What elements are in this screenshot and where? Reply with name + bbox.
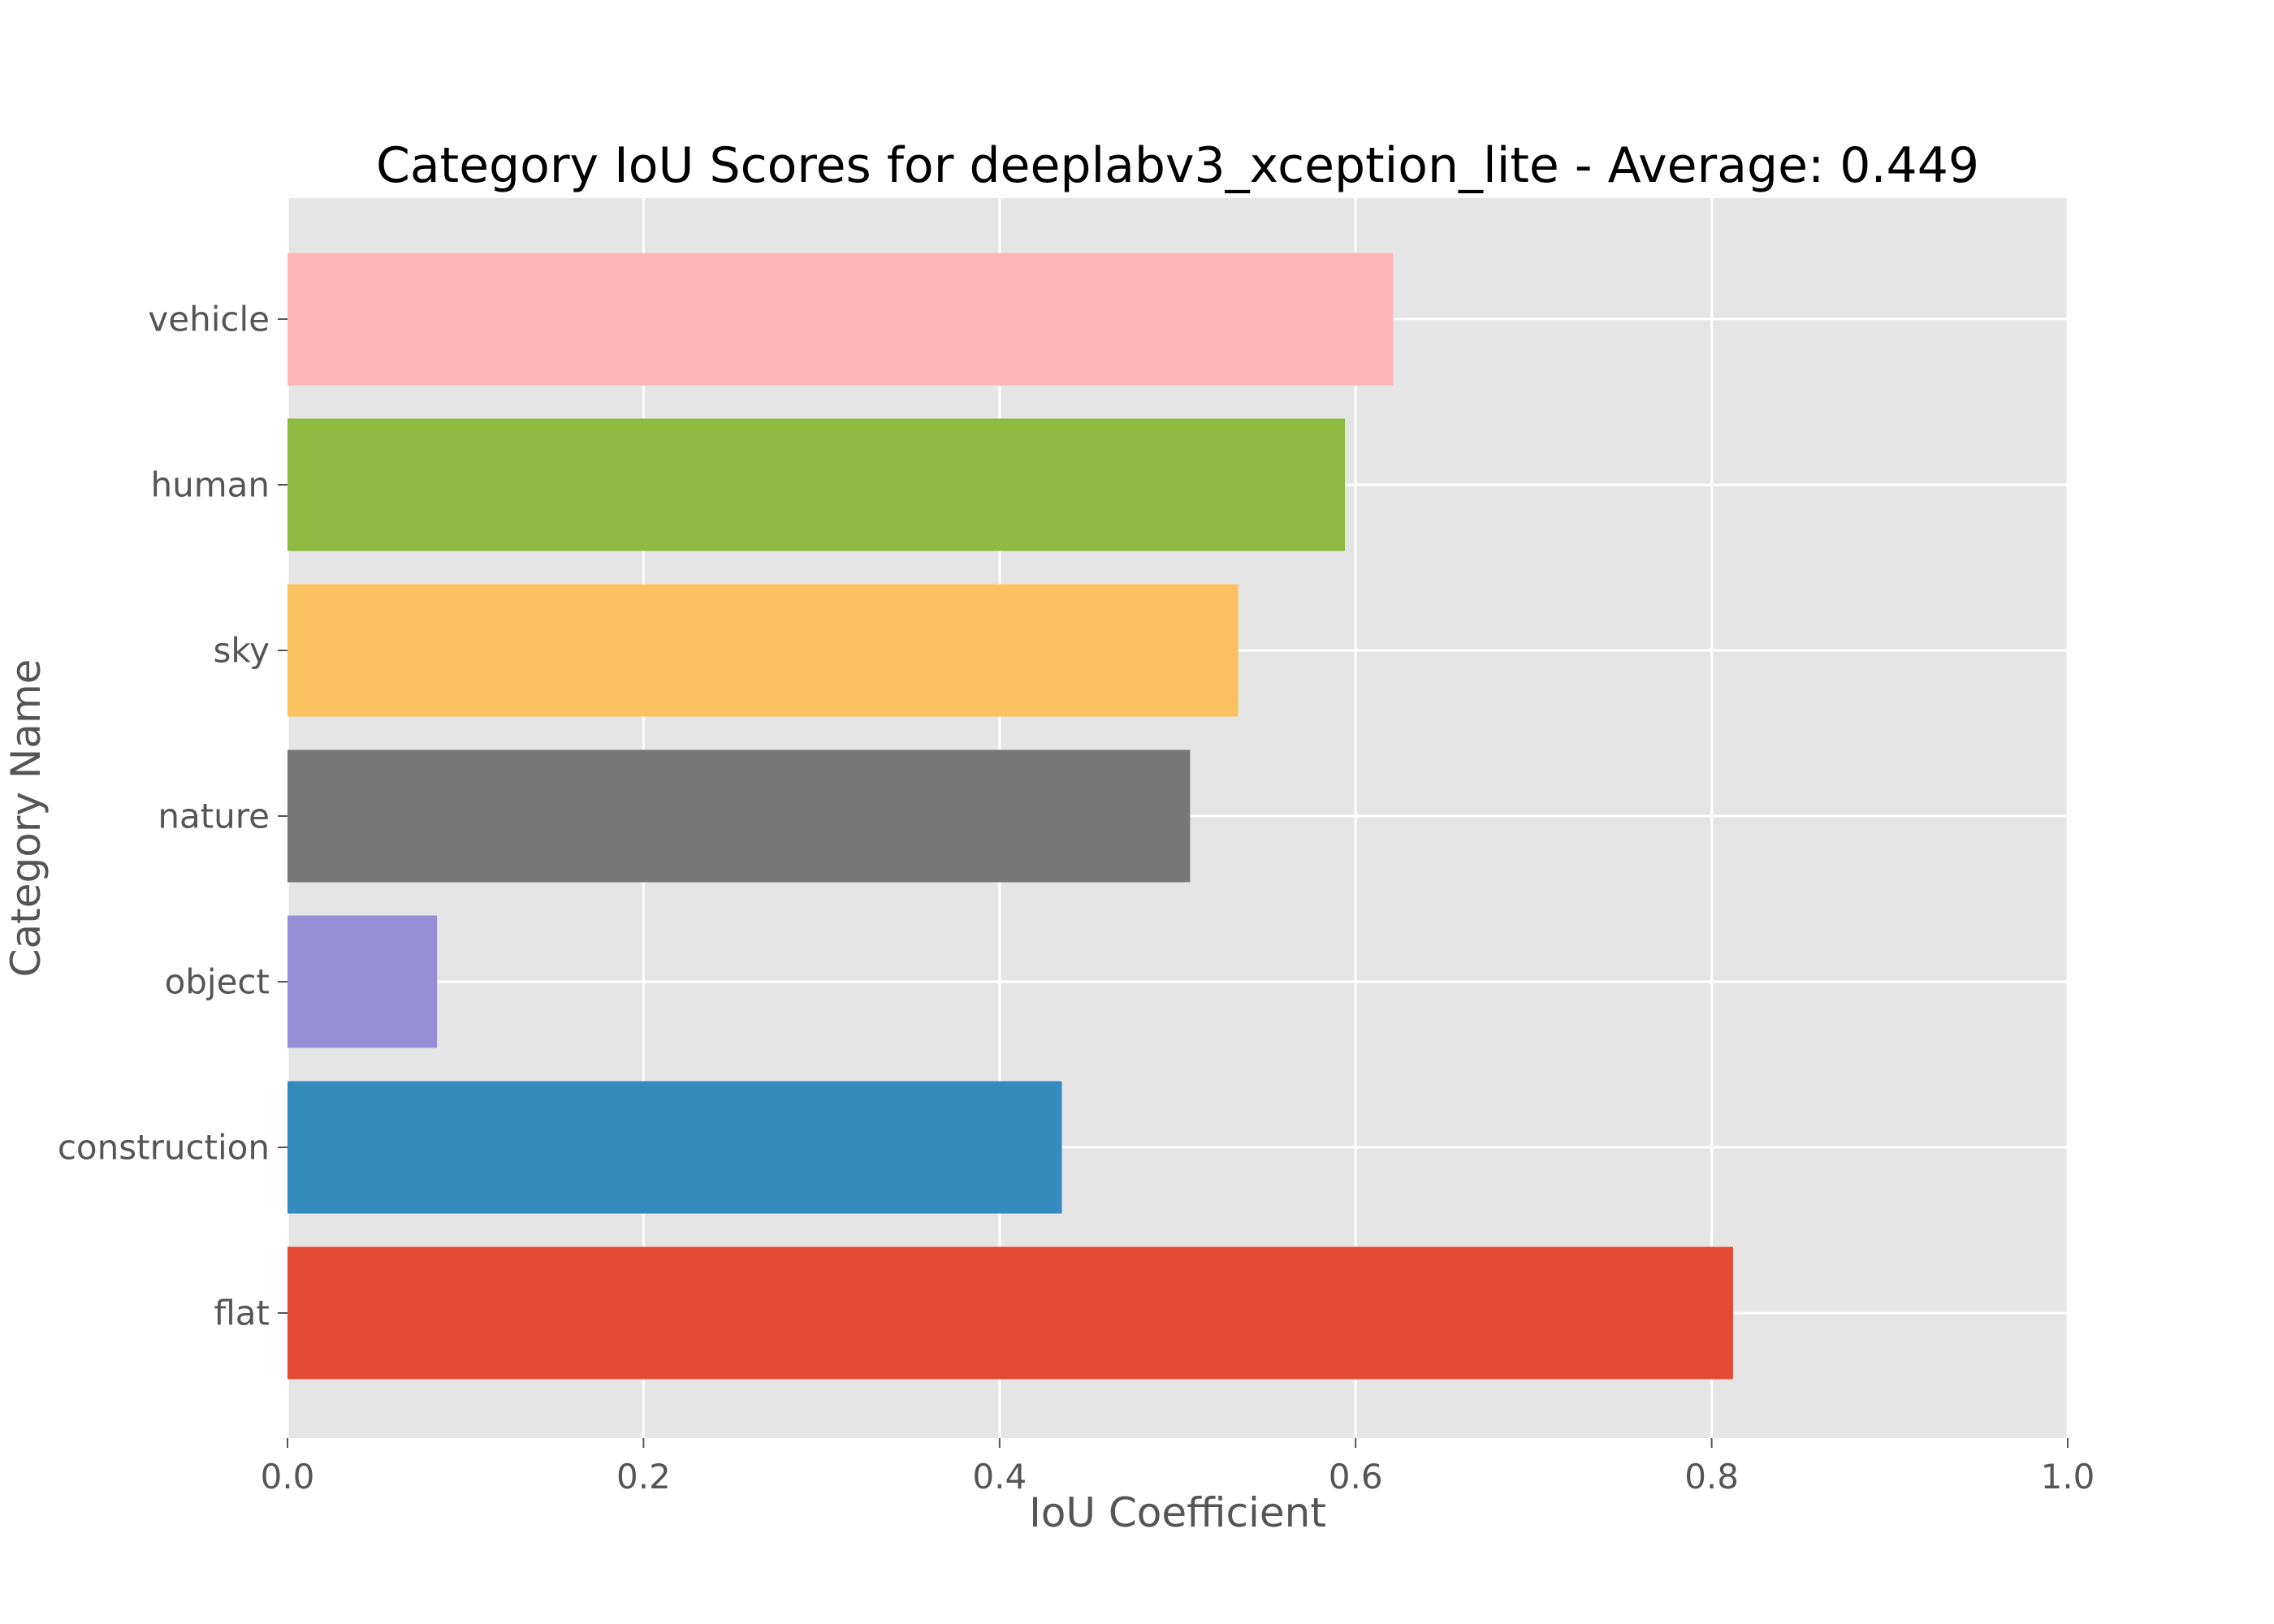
x-axis-ticks: 0.0 0.2 0.4 0.6 0.8 1.0 (261, 1438, 2095, 1497)
y-tick-label-object: object (165, 962, 270, 1002)
bars (287, 253, 1733, 1380)
bar-object (287, 915, 438, 1048)
bar-flat (287, 1246, 1733, 1380)
y-tick-label-flat: flat (214, 1294, 270, 1333)
bar-construction (287, 1081, 1062, 1214)
x-tick-label: 0.0 (261, 1457, 315, 1497)
x-tick-label: 1.0 (2041, 1457, 2095, 1497)
y-tick-label-vehicle: vehicle (148, 300, 270, 339)
y-axis-ticks: flat construction object nature sky human vehi… (58, 300, 287, 1333)
x-tick-label: 0.4 (972, 1457, 1027, 1497)
y-tick-label-sky: sky (213, 631, 270, 671)
bar-human (287, 418, 1346, 551)
y-tick-label-nature: nature (158, 797, 270, 836)
x-tick-label: 0.2 (616, 1457, 671, 1497)
chart-title: Category IoU Scores for deeplabv3_xcepti… (376, 137, 1979, 194)
bar-sky (287, 584, 1239, 717)
x-axis-label: IoU Coefficient (1029, 1489, 1326, 1536)
bar-vehicle (287, 253, 1394, 386)
x-tick-label: 0.6 (1329, 1457, 1383, 1497)
y-tick-label-human: human (150, 465, 270, 505)
y-axis-label: Category Name (2, 659, 50, 978)
bar-nature (287, 749, 1191, 883)
x-tick-label: 0.8 (1684, 1457, 1739, 1497)
y-tick-label-construction: construction (58, 1128, 270, 1168)
